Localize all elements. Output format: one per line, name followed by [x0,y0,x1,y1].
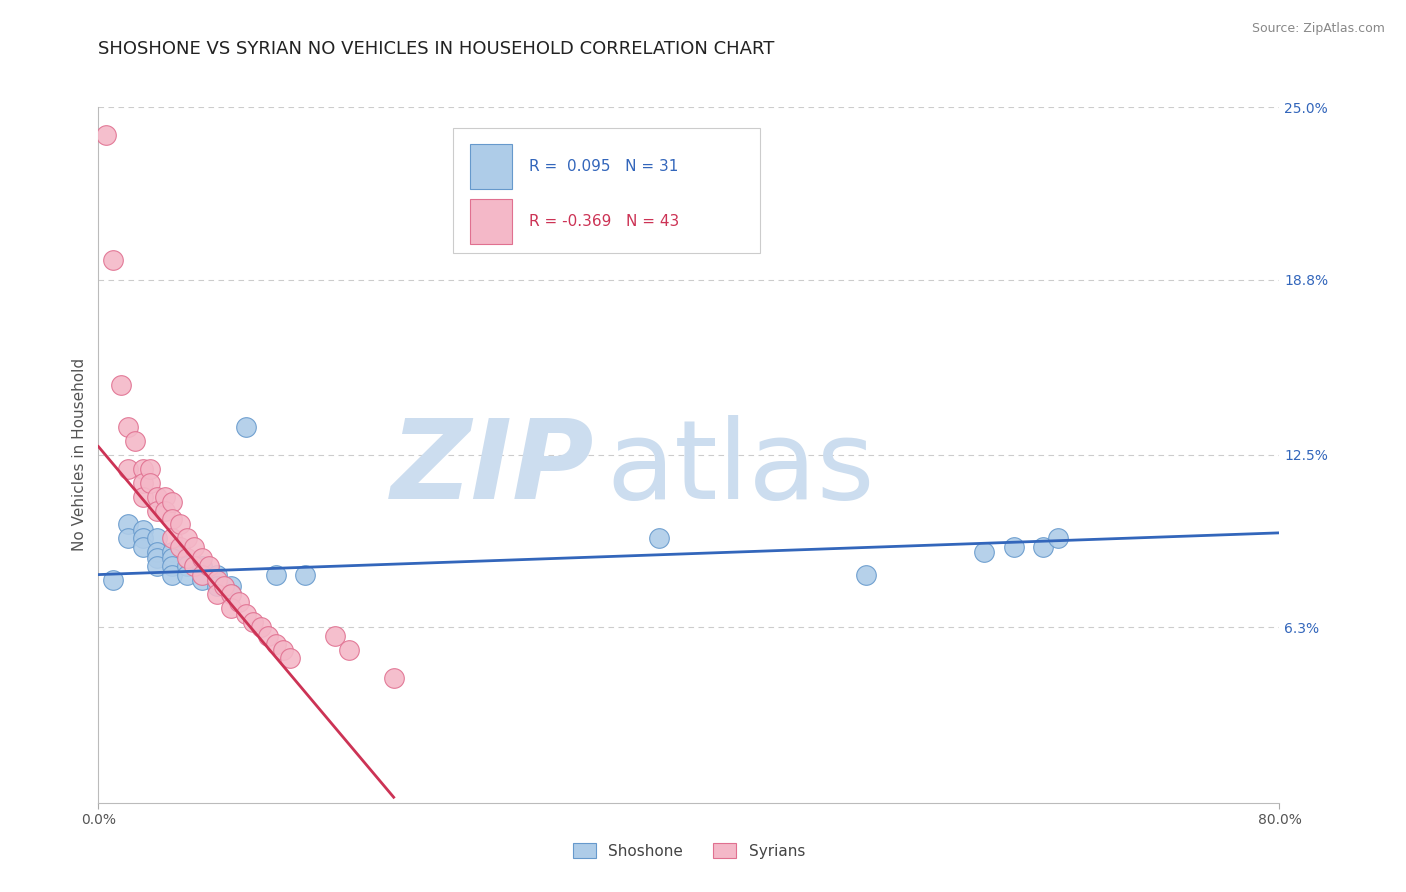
Legend: Shoshone, Syrians: Shoshone, Syrians [567,837,811,864]
Point [271,642,294,657]
Point [169,540,191,554]
Point [191,567,214,582]
Point [146,490,169,504]
Point [132,540,155,554]
Point [205,587,228,601]
Point [250,620,273,634]
Point [221,579,243,593]
Point [235,420,257,434]
Point [382,671,405,685]
Point [242,615,264,629]
Point [212,579,235,593]
Point [139,475,162,490]
Point [973,545,995,559]
Point [132,462,155,476]
Point [294,567,316,582]
Point [183,559,205,574]
Point [1032,540,1054,554]
Point [162,545,183,559]
Point [110,378,132,392]
Point [162,559,183,574]
Point [228,595,250,609]
Point [153,490,176,504]
Bar [471,144,512,189]
Point [176,550,198,565]
Point [124,434,146,448]
Point [176,559,198,574]
Text: atlas: atlas [606,416,875,523]
Point [94,128,117,142]
Text: R =  0.095   N = 31: R = 0.095 N = 31 [530,159,679,174]
Point [103,253,125,268]
Point [257,629,280,643]
Text: ZIP: ZIP [391,416,595,523]
Point [176,567,198,582]
Point [205,573,228,587]
Point [191,573,214,587]
Point [205,567,228,582]
Point [132,475,155,490]
Point [103,573,125,587]
Point [191,559,214,574]
Point [205,579,228,593]
Point [176,532,198,546]
Point [146,550,169,565]
Point [146,503,169,517]
Point [855,567,877,582]
Point [323,629,346,643]
Point [132,523,155,537]
Point [146,532,169,546]
Point [162,512,183,526]
Point [221,601,243,615]
Point [146,545,169,559]
Point [648,532,671,546]
Point [169,517,191,532]
Bar [471,199,512,244]
Point [132,532,155,546]
Point [162,550,183,565]
Point [235,607,257,621]
FancyBboxPatch shape [453,128,759,253]
Point [183,540,205,554]
Point [132,490,155,504]
Y-axis label: No Vehicles in Household: No Vehicles in Household [72,359,87,551]
Point [1046,532,1070,546]
Point [162,495,183,509]
Point [198,559,221,574]
Point [264,637,287,651]
Point [162,567,183,582]
Text: Source: ZipAtlas.com: Source: ZipAtlas.com [1251,22,1385,36]
Point [221,587,243,601]
Point [139,462,162,476]
Point [146,559,169,574]
Point [280,651,302,665]
Point [339,642,361,657]
Text: SHOSHONE VS SYRIAN NO VEHICLES IN HOUSEHOLD CORRELATION CHART: SHOSHONE VS SYRIAN NO VEHICLES IN HOUSEH… [98,40,775,58]
Point [221,587,243,601]
Text: R = -0.369   N = 43: R = -0.369 N = 43 [530,214,679,229]
Point [264,567,287,582]
Point [153,503,176,517]
Point [117,420,139,434]
Point [162,532,183,546]
Point [191,550,214,565]
Point [117,462,139,476]
Point [117,517,139,532]
Point [1002,540,1025,554]
Point [117,532,139,546]
